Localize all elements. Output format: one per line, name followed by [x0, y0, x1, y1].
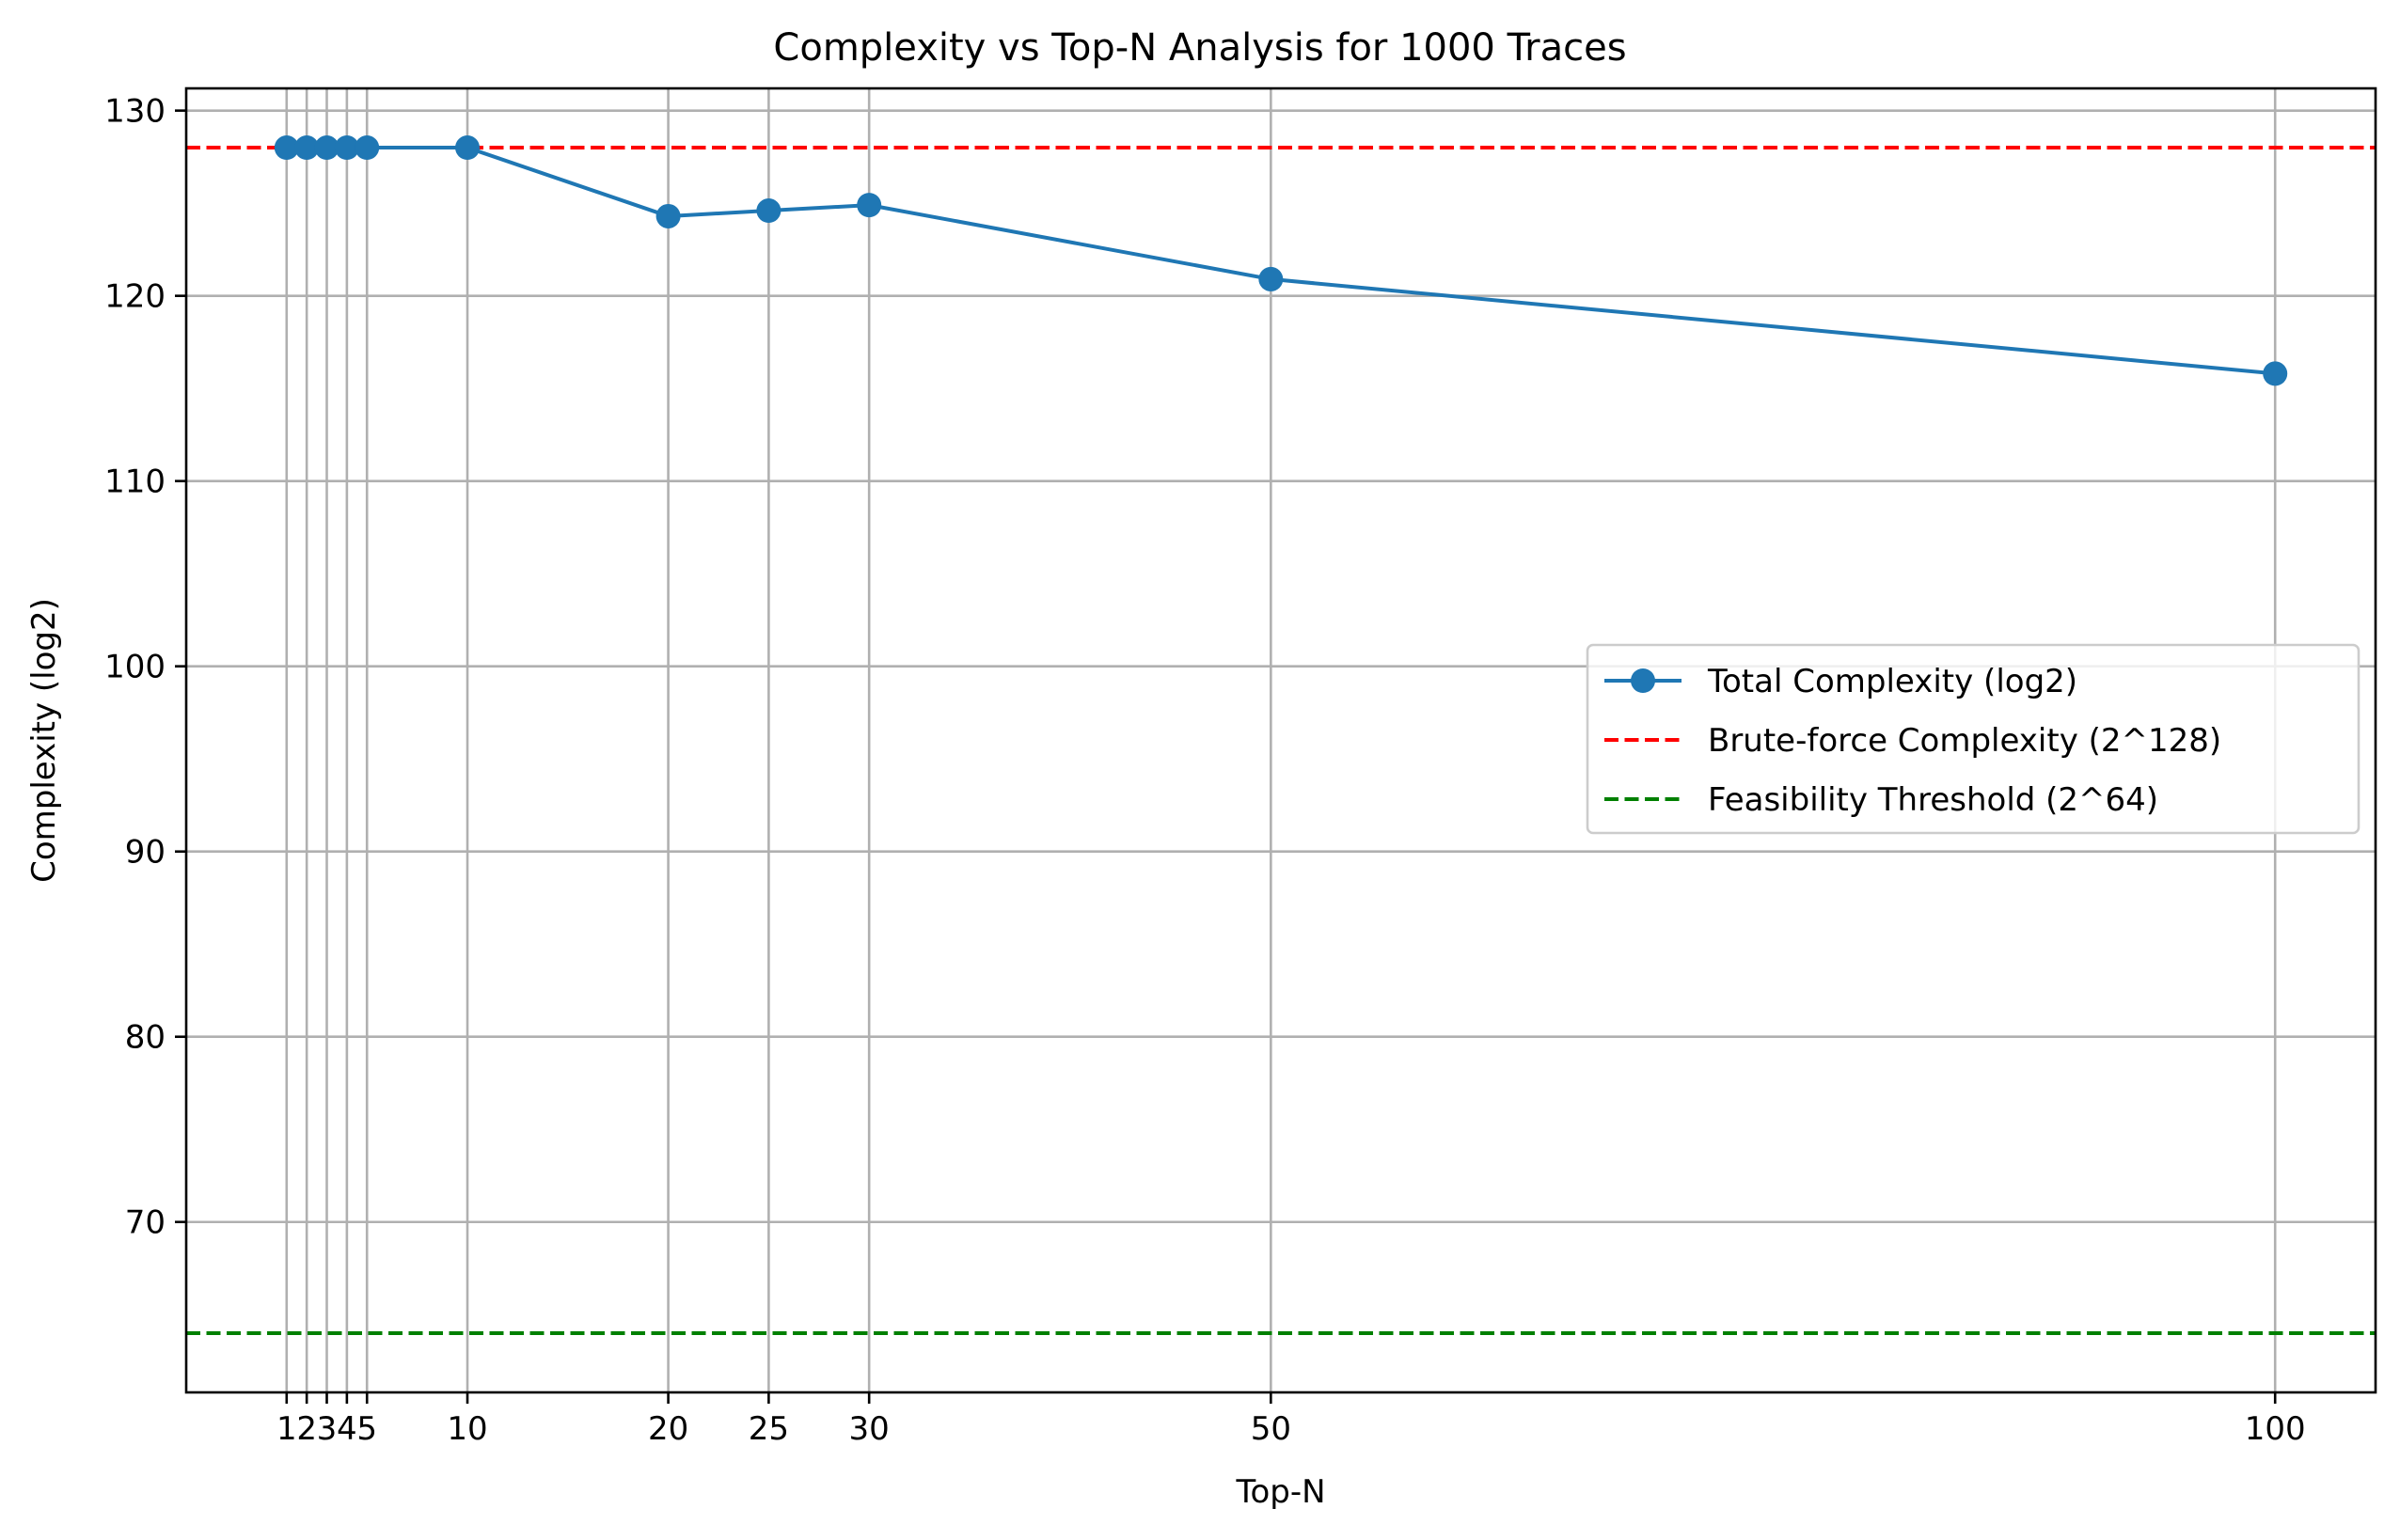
data-point — [274, 135, 299, 161]
legend-box — [1586, 643, 2361, 835]
ticks-layer: 1 2 3 4 5 10 20 25 30 50 100 70 80 90 100 110 120 130 — [104, 93, 2306, 1448]
series-layer — [274, 135, 2288, 386]
x-tick-label: 5 — [356, 1410, 377, 1448]
data-point — [294, 135, 320, 161]
legend-swatch-marker — [1631, 668, 1655, 693]
data-point — [2263, 361, 2288, 386]
x-tick-label: 3 — [317, 1410, 338, 1448]
data-point — [857, 193, 882, 218]
x-tick-label: 50 — [1251, 1410, 1291, 1448]
data-point — [756, 198, 782, 224]
data-point — [334, 135, 359, 161]
legend-label: Brute-force Complexity (2^128) — [1708, 722, 2221, 760]
y-tick-label: 80 — [125, 1019, 166, 1057]
legend: Total Complexity (log2) Brute-force Compl… — [1586, 643, 2361, 835]
data-point — [1258, 266, 1284, 291]
legend-label: Feasibility Threshold (2^64) — [1708, 781, 2158, 819]
x-axis-label: Top-N — [1235, 1473, 1325, 1511]
x-tick-label: 30 — [849, 1410, 890, 1448]
grid-layer — [186, 88, 2376, 1392]
series-line — [286, 146, 2276, 376]
x-tick-label: 1 — [276, 1410, 297, 1448]
reference-lines — [186, 146, 2376, 1335]
data-point — [314, 135, 339, 161]
data-point — [655, 203, 681, 228]
y-axis-label: Complexity (log2) — [25, 598, 63, 883]
y-tick-label: 120 — [104, 278, 166, 316]
x-tick-label: 25 — [749, 1410, 789, 1448]
data-point — [455, 135, 481, 161]
x-tick-label: 10 — [447, 1410, 487, 1448]
y-tick-label: 90 — [125, 834, 166, 872]
y-tick-label: 70 — [125, 1204, 166, 1242]
y-tick-label: 100 — [104, 649, 166, 686]
x-tick-label: 4 — [337, 1410, 357, 1448]
y-tick-label: 110 — [104, 464, 166, 501]
y-tick-label: 130 — [104, 93, 166, 131]
x-tick-label: 100 — [2245, 1410, 2306, 1448]
x-tick-label: 2 — [296, 1410, 317, 1448]
data-point — [355, 135, 380, 161]
legend-label: Total Complexity (log2) — [1707, 663, 2077, 700]
x-tick-label: 20 — [648, 1410, 688, 1448]
plot-frame — [184, 86, 2377, 1394]
chart-title: Complexity vs Top-N Analysis for 1000 Tr… — [773, 26, 1626, 70]
